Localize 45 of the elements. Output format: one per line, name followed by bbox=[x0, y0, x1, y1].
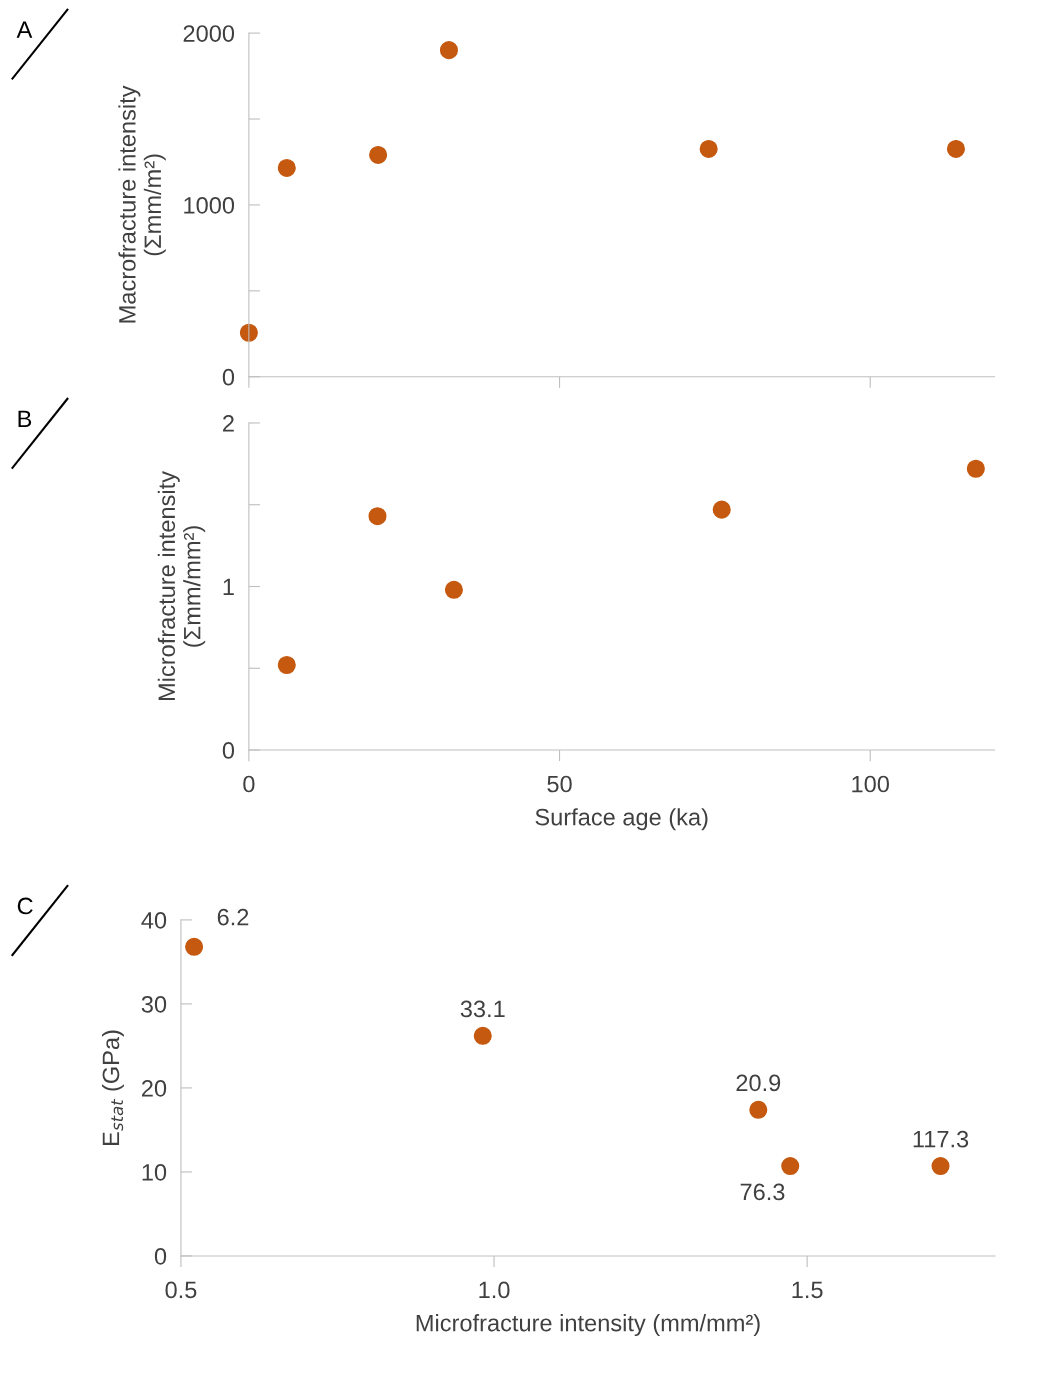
x-tick-label: 1.0 bbox=[479, 1281, 510, 1299]
text: C bbox=[17, 897, 33, 915]
annotation: 6.2 bbox=[217, 908, 249, 926]
y-tick-label: 40 bbox=[141, 911, 167, 929]
point bbox=[712, 500, 731, 519]
x-tick-label: 100 bbox=[852, 775, 889, 793]
point bbox=[277, 158, 296, 178]
y-tick-label: 10 bbox=[142, 1164, 167, 1181]
point bbox=[369, 145, 388, 164]
y-tick-label: 30 bbox=[141, 995, 167, 1013]
point bbox=[185, 937, 204, 956]
text: A bbox=[16, 21, 33, 38]
y-tick-label: 0 bbox=[154, 1248, 167, 1265]
point bbox=[781, 1157, 800, 1176]
point bbox=[749, 1100, 768, 1119]
point bbox=[277, 655, 296, 675]
y-axis-title: Microfracture intensity (Σmm/mm²) bbox=[157, 471, 206, 701]
y-tick-label: 0 bbox=[222, 368, 235, 386]
point bbox=[966, 459, 985, 478]
y-tick-label: 0 bbox=[222, 742, 235, 759]
point bbox=[473, 1026, 492, 1045]
point bbox=[368, 507, 387, 526]
y-axis-title: E$_{stat}$ (GPa) bbox=[101, 1030, 124, 1146]
y-tick-label: 1 bbox=[223, 578, 234, 596]
y-tick-label: 1000 bbox=[184, 197, 235, 214]
y-axis-title: Macrofracture intensity (Σmm/m²) bbox=[118, 85, 166, 323]
point bbox=[699, 139, 718, 158]
point bbox=[439, 41, 458, 60]
annotation: 76.3 bbox=[740, 1183, 785, 1201]
y-tick-label: 2 bbox=[223, 415, 234, 432]
x-tick-label: 0 bbox=[243, 775, 255, 793]
point bbox=[444, 580, 463, 599]
x-tick-label: 1.5 bbox=[792, 1281, 823, 1299]
point bbox=[931, 1157, 950, 1176]
y-tick-label: 2000 bbox=[183, 25, 235, 42]
annotation: 33.1 bbox=[460, 1000, 505, 1018]
annotation: 117.3 bbox=[913, 1130, 969, 1148]
x-tick-label: 0.5 bbox=[165, 1281, 197, 1299]
text: B bbox=[18, 410, 32, 427]
x-tick-label: 50 bbox=[547, 775, 572, 793]
x-axis-title: Surface age (ka) bbox=[535, 808, 708, 831]
annotation: 20.9 bbox=[736, 1074, 781, 1092]
y-tick-label: 20 bbox=[142, 1079, 167, 1097]
point bbox=[946, 139, 965, 158]
x-axis-title: Microfracture intensity (mm/mm²) bbox=[416, 1314, 760, 1337]
